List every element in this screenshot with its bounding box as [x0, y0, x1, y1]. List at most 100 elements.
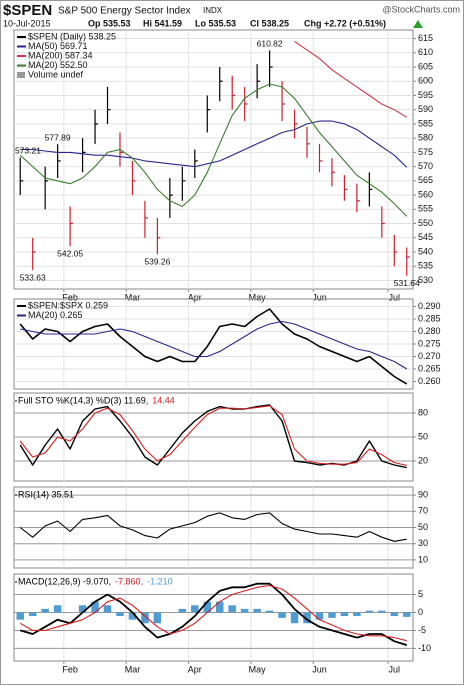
histogram-bar — [365, 610, 374, 613]
y-tick-label: 540 — [418, 246, 433, 256]
y-tick-label: 580 — [418, 133, 433, 143]
legend-label: Volume undef — [28, 69, 84, 79]
y-tick-label: 555 — [418, 204, 433, 214]
histogram-bar — [390, 612, 399, 617]
change: Chg +2.72 (+0.51%) — [304, 18, 386, 28]
legend-label: MA(20) 552.50 — [28, 60, 88, 70]
up-arrow — [413, 20, 423, 28]
y-tick-label: 585 — [418, 118, 433, 128]
legend-label: RSI(14) 35.51 — [18, 489, 74, 499]
x-tick-label: Jun — [312, 664, 327, 674]
histogram-bar — [315, 612, 324, 620]
legend-label: -1.210 — [147, 576, 173, 586]
x-tick-label: Mar — [125, 292, 141, 302]
histogram-bar — [128, 612, 137, 620]
legend-label: MACD(12,26,9) -9.070, — [18, 576, 111, 586]
legend-label: Full STO %K(14,3) %D(3) 11.69, — [18, 395, 148, 405]
y-tick-label: 80 — [418, 407, 428, 417]
source: @StockCharts.com — [382, 4, 460, 14]
series-line — [19, 83, 408, 217]
x-tick-label: Apr — [188, 292, 202, 302]
x-tick-label: Jul — [389, 292, 401, 302]
legend-label: $SPEN (Daily) 538.25 — [28, 31, 116, 41]
x-tick-label: Feb — [62, 292, 78, 302]
y-tick-label: -10 — [418, 643, 431, 653]
y-tick-label: 565 — [418, 175, 433, 185]
series-line — [19, 404, 407, 469]
histogram-bar — [178, 608, 187, 613]
histogram-bar — [353, 612, 361, 617]
date: 10-Jul-2015 — [3, 18, 51, 28]
y-tick-label: 605 — [418, 61, 433, 71]
exchange: INDX — [203, 6, 223, 15]
open: Op 535.53 — [88, 18, 131, 28]
y-tick-label: 530 — [418, 275, 433, 285]
histogram-bar — [78, 605, 87, 613]
y-tick-label: 0.290 — [418, 301, 441, 311]
y-tick-label: 535 — [418, 261, 433, 271]
histogram-bar — [53, 605, 62, 613]
low: Lo 535.53 — [195, 18, 236, 28]
y-tick-label: 0.265 — [418, 363, 441, 373]
y-tick-label: 0.280 — [418, 326, 441, 336]
y-tick-label: 5 — [418, 589, 423, 599]
panel-frame — [13, 573, 414, 662]
x-tick-label: May — [249, 292, 267, 302]
histogram-bar — [278, 612, 286, 618]
series-line — [294, 40, 408, 118]
y-tick-label: 600 — [418, 76, 433, 86]
series-line — [19, 405, 407, 466]
histogram-bar — [290, 612, 299, 624]
y-tick-label: 0.260 — [418, 376, 441, 386]
histogram-bar — [91, 601, 99, 613]
histogram-bar — [303, 612, 311, 624]
histogram-bar — [191, 605, 199, 613]
legend-label: -7.860, — [115, 576, 143, 586]
histogram-bar — [153, 612, 162, 624]
price-annotation: 533.63 — [20, 272, 46, 282]
y-tick-label: 30 — [418, 538, 428, 548]
y-tick-label: 590 — [418, 104, 433, 114]
series-line — [19, 582, 408, 646]
legend-label: MA(200) 587.34 — [28, 50, 93, 60]
close: Cl 538.25 — [250, 18, 289, 28]
histogram-bar — [340, 612, 349, 617]
legend-label: MA(50) 569.71 — [28, 41, 88, 51]
x-tick-label: Jul — [389, 664, 401, 674]
histogram-bar — [215, 601, 224, 613]
x-tick-label: Apr — [188, 664, 202, 674]
y-tick-label: -5 — [418, 625, 426, 635]
y-tick-label: 545 — [418, 232, 433, 242]
histogram-bar — [265, 610, 274, 613]
symbol: $SPEN — [3, 2, 52, 19]
y-tick-label: 0 — [418, 607, 423, 617]
histogram-bar — [328, 612, 336, 618]
series-line — [19, 584, 407, 642]
price-annotation: 610.82 — [257, 39, 283, 49]
histogram-bar — [141, 612, 149, 624]
histogram-bar — [203, 601, 212, 613]
y-tick-label: 615 — [418, 33, 433, 43]
series-line — [20, 120, 408, 168]
histogram-bar — [16, 612, 24, 620]
y-tick-label: 560 — [418, 189, 433, 199]
y-tick-label: 0.275 — [418, 338, 441, 348]
legend-label: MA(20) 0.265 — [28, 310, 83, 320]
y-tick-label: 550 — [418, 218, 433, 228]
y-tick-label: 575 — [418, 147, 433, 157]
y-tick-label: 50 — [418, 522, 428, 532]
y-tick-label: 20 — [418, 455, 428, 465]
index-name: S&P 500 Energy Sector Index — [58, 6, 191, 17]
y-tick-label: 50 — [418, 431, 428, 441]
y-tick-label: 90 — [418, 489, 428, 499]
price-annotation: 577.89 — [45, 132, 71, 142]
histogram-bar — [116, 612, 124, 617]
histogram-bar — [228, 605, 236, 613]
series-line — [19, 512, 407, 542]
legend-label: 14.44 — [152, 395, 175, 405]
histogram-bar — [378, 610, 386, 613]
histogram-bar — [240, 608, 249, 613]
x-tick-label: May — [249, 664, 267, 674]
price-annotation: 542.05 — [57, 248, 83, 258]
